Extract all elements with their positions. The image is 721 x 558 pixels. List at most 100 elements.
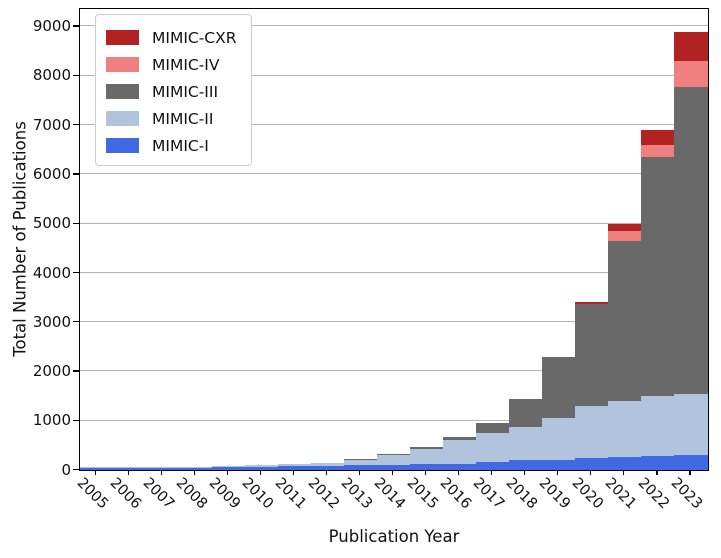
- legend-swatch-icon: [106, 84, 139, 99]
- bar-2022-MIMIC-CXR: [641, 129, 675, 145]
- y-tick-mark: [73, 271, 79, 274]
- bar-2019-MIMIC-III: [542, 356, 576, 419]
- y-tick-label-6000: 6000: [32, 164, 71, 183]
- bar-2019-MIMIC-II: [542, 418, 576, 460]
- bar-2021-MIMIC-CXR: [608, 223, 642, 232]
- bar-2022-MIMIC-III: [641, 156, 675, 397]
- bar-2005-MIMIC-I: [80, 468, 114, 470]
- y-tick-label-1000: 1000: [32, 411, 71, 430]
- bar-2020-MIMIC-III: [575, 303, 609, 406]
- x-tick-label-2008: 2008: [172, 475, 210, 513]
- y-tick-mark: [73, 74, 79, 76]
- x-tick-label-2018: 2018: [502, 475, 540, 513]
- x-tick-mark: [127, 470, 130, 475]
- x-tick-label-2011: 2011: [271, 475, 309, 513]
- legend-item-mimic-cxr: MIMIC-CXR: [106, 24, 237, 51]
- x-tick-label-2006: 2006: [106, 475, 144, 513]
- legend-swatch-icon: [106, 111, 139, 126]
- x-tick-label-2005: 2005: [73, 475, 111, 513]
- x-tick-mark: [226, 470, 229, 475]
- bar-2023-MIMIC-CXR: [674, 32, 708, 62]
- bar-2005-MIMIC-II: [80, 467, 114, 469]
- x-tick-label-2012: 2012: [304, 475, 342, 513]
- y-tick-mark: [73, 25, 79, 27]
- x-tick-label-2020: 2020: [568, 475, 606, 513]
- bar-2012-MIMIC-I: [311, 465, 345, 470]
- bar-2011-MIMIC-II: [278, 464, 312, 467]
- legend-label: MIMIC-III: [152, 82, 219, 101]
- legend-item-mimic-iv: MIMIC-IV: [106, 51, 237, 78]
- x-tick-label-2023: 2023: [667, 475, 705, 513]
- y-tick-mark: [73, 123, 79, 126]
- bar-2014-MIMIC-I: [377, 465, 411, 470]
- x-tick-label-2014: 2014: [370, 475, 408, 513]
- y-tick-mark: [73, 173, 79, 175]
- y-tick-mark: [73, 321, 79, 323]
- x-tick-mark: [425, 470, 427, 475]
- legend-swatch-icon: [106, 138, 139, 153]
- bar-2015-MIMIC-I: [410, 464, 444, 470]
- x-tick-label-2016: 2016: [436, 475, 474, 513]
- gridline-4000: [80, 271, 708, 273]
- bar-2007-MIMIC-II: [146, 467, 180, 468]
- bar-2023-MIMIC-I: [674, 455, 708, 470]
- x-tick-mark: [623, 470, 625, 475]
- x-tick-label-2007: 2007: [139, 475, 177, 513]
- legend-item-mimic-i: MIMIC-I: [106, 132, 237, 159]
- legend-item-mimic-ii: MIMIC-II: [106, 105, 237, 132]
- x-tick-label-2015: 2015: [403, 475, 441, 513]
- y-tick-mark: [73, 222, 79, 224]
- legend-swatch-icon: [106, 57, 139, 72]
- x-tick-mark: [326, 470, 328, 475]
- gridline-8000: [80, 74, 708, 76]
- x-tick-label-2013: 2013: [337, 475, 375, 513]
- bar-2017-MIMIC-II: [476, 432, 510, 463]
- x-tick-mark: [359, 470, 361, 475]
- bar-2016-MIMIC-III: [443, 437, 477, 441]
- x-tick-mark: [656, 470, 658, 475]
- bar-2013-MIMIC-I: [344, 465, 378, 470]
- bar-2021-MIMIC-IV: [608, 231, 642, 242]
- x-tick-label-2019: 2019: [535, 475, 573, 513]
- y-tick-label-0: 0: [61, 460, 71, 479]
- bar-2017-MIMIC-I: [476, 462, 510, 470]
- bar-2022-MIMIC-II: [641, 396, 675, 456]
- y-tick-label-4000: 4000: [32, 263, 71, 282]
- x-tick-mark: [259, 470, 262, 475]
- y-tick-label-7000: 7000: [32, 115, 71, 134]
- x-tick-label-2021: 2021: [601, 475, 639, 513]
- bar-2008-MIMIC-II: [179, 466, 213, 468]
- x-tick-label-2017: 2017: [469, 475, 507, 513]
- bar-2020-MIMIC-CXR: [575, 302, 609, 304]
- bar-2010-MIMIC-I: [245, 466, 279, 470]
- gridline-3000: [80, 321, 708, 323]
- bar-2017-MIMIC-III: [476, 423, 510, 433]
- bar-2007-MIMIC-I: [146, 467, 180, 470]
- legend-label: MIMIC-CXR: [152, 28, 237, 47]
- bar-2018-MIMIC-II: [509, 426, 543, 461]
- bar-2006-MIMIC-I: [113, 468, 147, 470]
- bar-2014-MIMIC-II: [377, 455, 411, 466]
- legend-label: MIMIC-IV: [152, 55, 220, 74]
- gridline-5000: [80, 222, 708, 224]
- bar-2014-MIMIC-III: [377, 454, 411, 456]
- bar-2023-MIMIC-III: [674, 86, 708, 395]
- y-tick-label-9000: 9000: [32, 17, 71, 36]
- bar-2023-MIMIC-IV: [674, 61, 708, 87]
- x-tick-mark: [590, 470, 592, 475]
- y-tick-label-3000: 3000: [32, 312, 71, 331]
- x-axis-label: Publication Year: [328, 527, 460, 546]
- gridline-2000: [80, 370, 708, 372]
- bar-2021-MIMIC-II: [608, 400, 642, 457]
- x-tick-label-2009: 2009: [205, 475, 243, 513]
- bar-2015-MIMIC-III: [410, 447, 444, 449]
- x-tick-mark: [94, 470, 97, 475]
- gridline-9000: [80, 25, 708, 27]
- bar-2015-MIMIC-II: [410, 448, 444, 465]
- x-tick-mark: [491, 470, 493, 475]
- y-tick-label-8000: 8000: [32, 66, 71, 85]
- x-tick-mark: [392, 470, 394, 475]
- y-tick-label-5000: 5000: [32, 214, 71, 233]
- x-tick-mark: [689, 470, 691, 475]
